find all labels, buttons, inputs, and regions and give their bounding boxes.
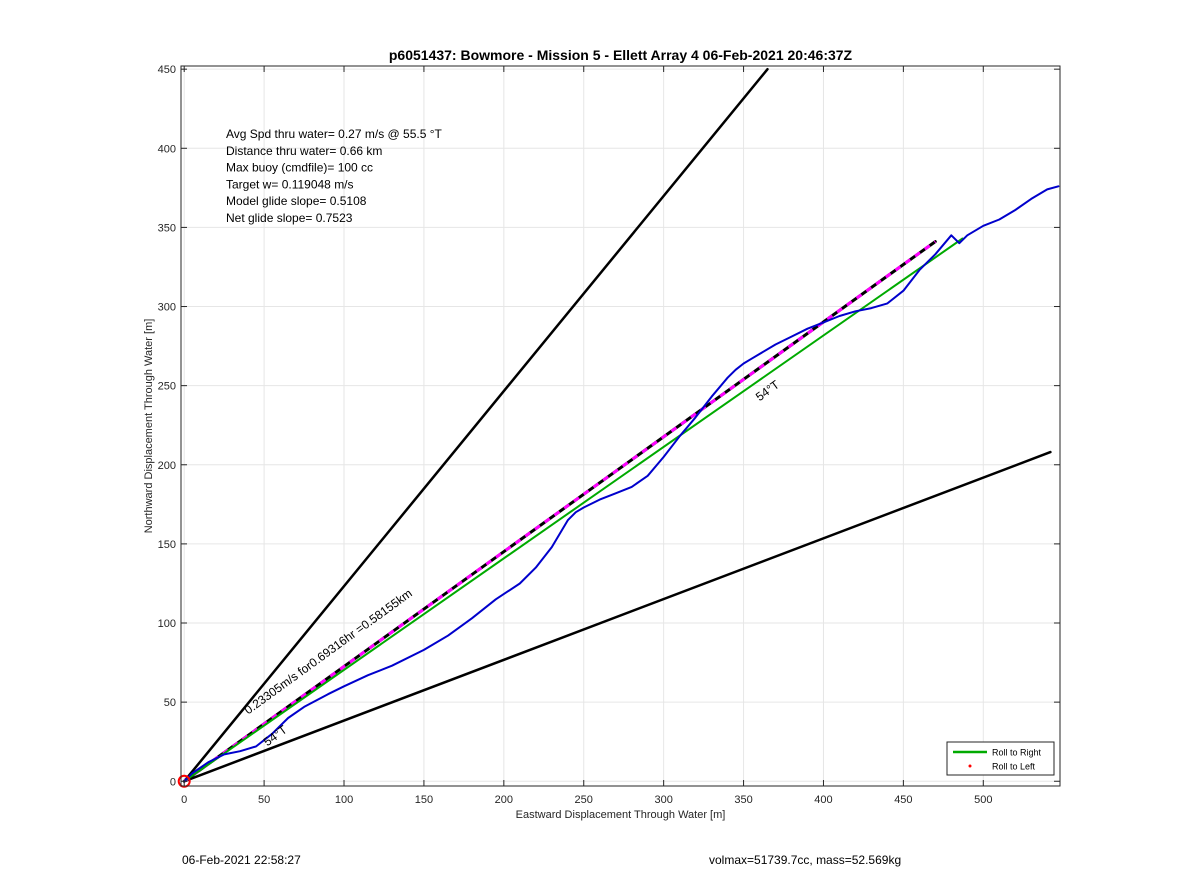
x-tick-label: 250 <box>575 794 593 806</box>
legend-label: Roll to Right <box>992 748 1042 758</box>
y-tick-label: 250 <box>158 381 176 393</box>
y-tick-label: 150 <box>158 539 176 551</box>
series-net-displacement-overlay <box>183 240 937 783</box>
info-text-line: Net glide slope= 0.7523 <box>226 211 353 225</box>
legend-swatch-dot <box>968 764 972 768</box>
chart-title: p6051437: Bowmore - Mission 5 - Ellett A… <box>389 47 853 63</box>
x-tick-label: 450 <box>894 794 912 806</box>
y-tick-label: 450 <box>158 64 176 76</box>
legend: Roll to Right Roll to Left <box>946 741 1055 776</box>
series-track <box>183 185 1060 783</box>
info-text-line: Avg Spd thru water= 0.27 m/s @ 55.5 °T <box>226 127 443 141</box>
grid-lines <box>181 66 1060 786</box>
x-tick-label: 50 <box>258 794 270 806</box>
y-tick-label: 0 <box>170 776 176 788</box>
legend-label: Roll to Left <box>992 762 1036 772</box>
series-envelope <box>182 450 1052 783</box>
x-tick-label: 350 <box>734 794 752 806</box>
series-segment <box>183 237 964 783</box>
info-text-line: Distance thru water= 0.66 km <box>226 144 382 158</box>
y-tick-label: 50 <box>164 697 176 709</box>
y-tick-label: 350 <box>158 222 176 234</box>
x-tick-label: 400 <box>814 794 832 806</box>
x-tick-label: 200 <box>495 794 513 806</box>
y-tick-label: 300 <box>158 302 176 314</box>
y-tick-label: 400 <box>158 143 176 155</box>
y-axis-label: Northward Displacement Through Water [m] <box>143 319 155 534</box>
series-envelope <box>182 67 769 783</box>
x-tick-label: 100 <box>335 794 353 806</box>
info-text-line: Max buoy (cmdfile)= 100 cc <box>226 161 373 175</box>
x-tick-label: 150 <box>415 794 433 806</box>
info-text-line: Model glide slope= 0.5108 <box>226 194 367 208</box>
y-tick-label: 200 <box>158 460 176 472</box>
x-tick-label: 300 <box>654 794 672 806</box>
x-tick-label: 500 <box>974 794 992 806</box>
y-tick-label: 100 <box>158 618 176 630</box>
x-tick-label: 0 <box>181 794 187 806</box>
plot-area <box>181 66 1060 786</box>
legend-box <box>946 741 1055 776</box>
print-timestamp: 06-Feb-2021 22:58:27 <box>182 853 301 867</box>
axes-box <box>180 65 1061 787</box>
x-axis-label: Eastward Displacement Through Water [m] <box>516 809 726 821</box>
volmax-mass-label: volmax=51739.7cc, mass=52.569kg <box>709 853 902 867</box>
data-layer <box>182 67 1060 783</box>
start-marker <box>177 774 191 788</box>
info-text-line: Target w= 0.119048 m/s <box>226 177 354 191</box>
